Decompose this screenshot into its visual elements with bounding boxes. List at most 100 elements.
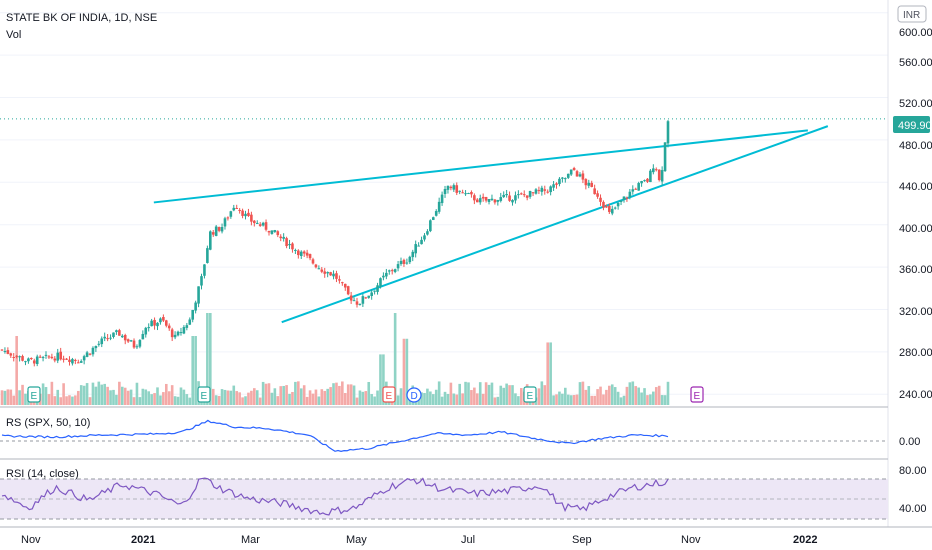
currency-label: INR xyxy=(903,10,920,21)
volume-bar xyxy=(338,385,341,405)
volume-bar xyxy=(505,383,508,405)
price-axis[interactable]: 600.00 560.00 520.00 480.00 440.00 400.0… xyxy=(887,0,932,527)
volume-bar xyxy=(335,382,338,405)
volume-bar xyxy=(426,388,429,405)
candle-body xyxy=(654,169,658,171)
candle-body xyxy=(264,222,268,230)
candle-body xyxy=(390,270,394,272)
candle-body xyxy=(203,264,206,276)
candle-body xyxy=(220,227,224,232)
candle-body xyxy=(637,183,640,191)
candle-body xyxy=(82,356,86,361)
candle-body xyxy=(537,190,541,192)
volume-bar xyxy=(461,393,464,405)
candle-body xyxy=(338,279,341,281)
candle-body xyxy=(616,202,620,207)
candle-body xyxy=(317,268,321,270)
time-axis[interactable]: Nov 2021 Mar May Jul Sep Nov 2022 xyxy=(21,531,931,549)
event-marker-letter: D xyxy=(411,391,418,402)
volume-bar xyxy=(396,395,400,405)
candle-body xyxy=(232,207,236,211)
volume-bar xyxy=(481,393,485,405)
candle-body xyxy=(590,182,594,187)
candle-body xyxy=(79,361,83,363)
volume-bar xyxy=(41,383,45,405)
volume-bar xyxy=(349,384,353,405)
rsi-title[interactable]: RSI (14, close) xyxy=(6,468,79,480)
volume-bar xyxy=(288,393,291,405)
candle-body xyxy=(540,187,544,192)
candle-body xyxy=(478,198,482,203)
candle-body xyxy=(426,231,429,235)
candle-body xyxy=(649,170,652,183)
volume-bar xyxy=(440,396,444,405)
candle-body xyxy=(578,174,582,177)
trendlines[interactable] xyxy=(153,125,829,324)
volume-bar xyxy=(182,389,186,405)
volume-bar xyxy=(475,393,479,405)
volume-bar xyxy=(364,391,368,405)
settings-corner[interactable] xyxy=(909,531,931,549)
candle-body xyxy=(493,199,497,203)
candle-body xyxy=(214,226,218,236)
candle-body xyxy=(299,251,303,256)
candle-body xyxy=(100,338,104,345)
rsi-pane[interactable]: RSI (14, close) 80.00 40.00 xyxy=(0,465,927,520)
candle-body xyxy=(382,275,385,278)
candle-body xyxy=(640,180,643,184)
candle-body xyxy=(288,244,291,246)
candle-body xyxy=(429,220,432,232)
volume-bar xyxy=(552,395,555,405)
volume-bar xyxy=(566,394,570,405)
candle-body xyxy=(440,194,444,204)
volume-bar xyxy=(308,390,312,405)
candle-body xyxy=(261,222,265,226)
volume-bar xyxy=(141,388,145,405)
volume-bar xyxy=(50,381,54,405)
rs-title[interactable]: RS (SPX, 50, 10) xyxy=(6,417,90,429)
candle-body xyxy=(71,359,74,364)
volume-bar xyxy=(423,393,426,405)
candle-body xyxy=(358,303,362,305)
candle-body xyxy=(65,358,68,360)
volume-bar xyxy=(537,388,541,405)
candle-body xyxy=(302,251,306,254)
candle-body xyxy=(129,340,133,342)
candle-body xyxy=(643,180,646,182)
time-tick: Mar xyxy=(241,534,260,546)
candle-body xyxy=(355,301,359,305)
volume-bar xyxy=(229,390,233,405)
candle-body xyxy=(361,296,365,304)
candle-body xyxy=(352,300,356,302)
candle-body xyxy=(610,208,614,214)
volume-bar xyxy=(470,390,473,405)
earnings-marker xyxy=(27,386,41,403)
candle-body xyxy=(211,232,215,235)
candle-body xyxy=(235,208,239,210)
symbol-title[interactable]: STATE BK OF INDIA, 1D, NSE xyxy=(6,12,157,24)
candle-body xyxy=(411,251,415,258)
candle-body xyxy=(534,189,538,194)
volume-bar xyxy=(628,382,632,405)
volume-bar xyxy=(373,396,376,405)
candle-body xyxy=(446,185,450,190)
volume-bar xyxy=(156,387,159,405)
volume-bar xyxy=(610,384,614,405)
earnings-marker xyxy=(197,386,211,403)
volume-bar xyxy=(250,390,253,405)
price-tick: 520.00 xyxy=(899,98,932,110)
volume-bar xyxy=(185,394,189,405)
candle-body xyxy=(487,199,491,202)
candle-body xyxy=(156,322,159,327)
candle-body xyxy=(499,197,503,201)
currency-badge[interactable] xyxy=(897,5,927,23)
candle-body xyxy=(209,231,212,250)
rs-pane[interactable]: RS (SPX, 50, 10) 0.00 xyxy=(0,417,920,452)
candle-body xyxy=(558,178,561,185)
volume-bar xyxy=(549,342,552,405)
candle-body xyxy=(605,206,608,208)
candle-body xyxy=(634,188,638,190)
